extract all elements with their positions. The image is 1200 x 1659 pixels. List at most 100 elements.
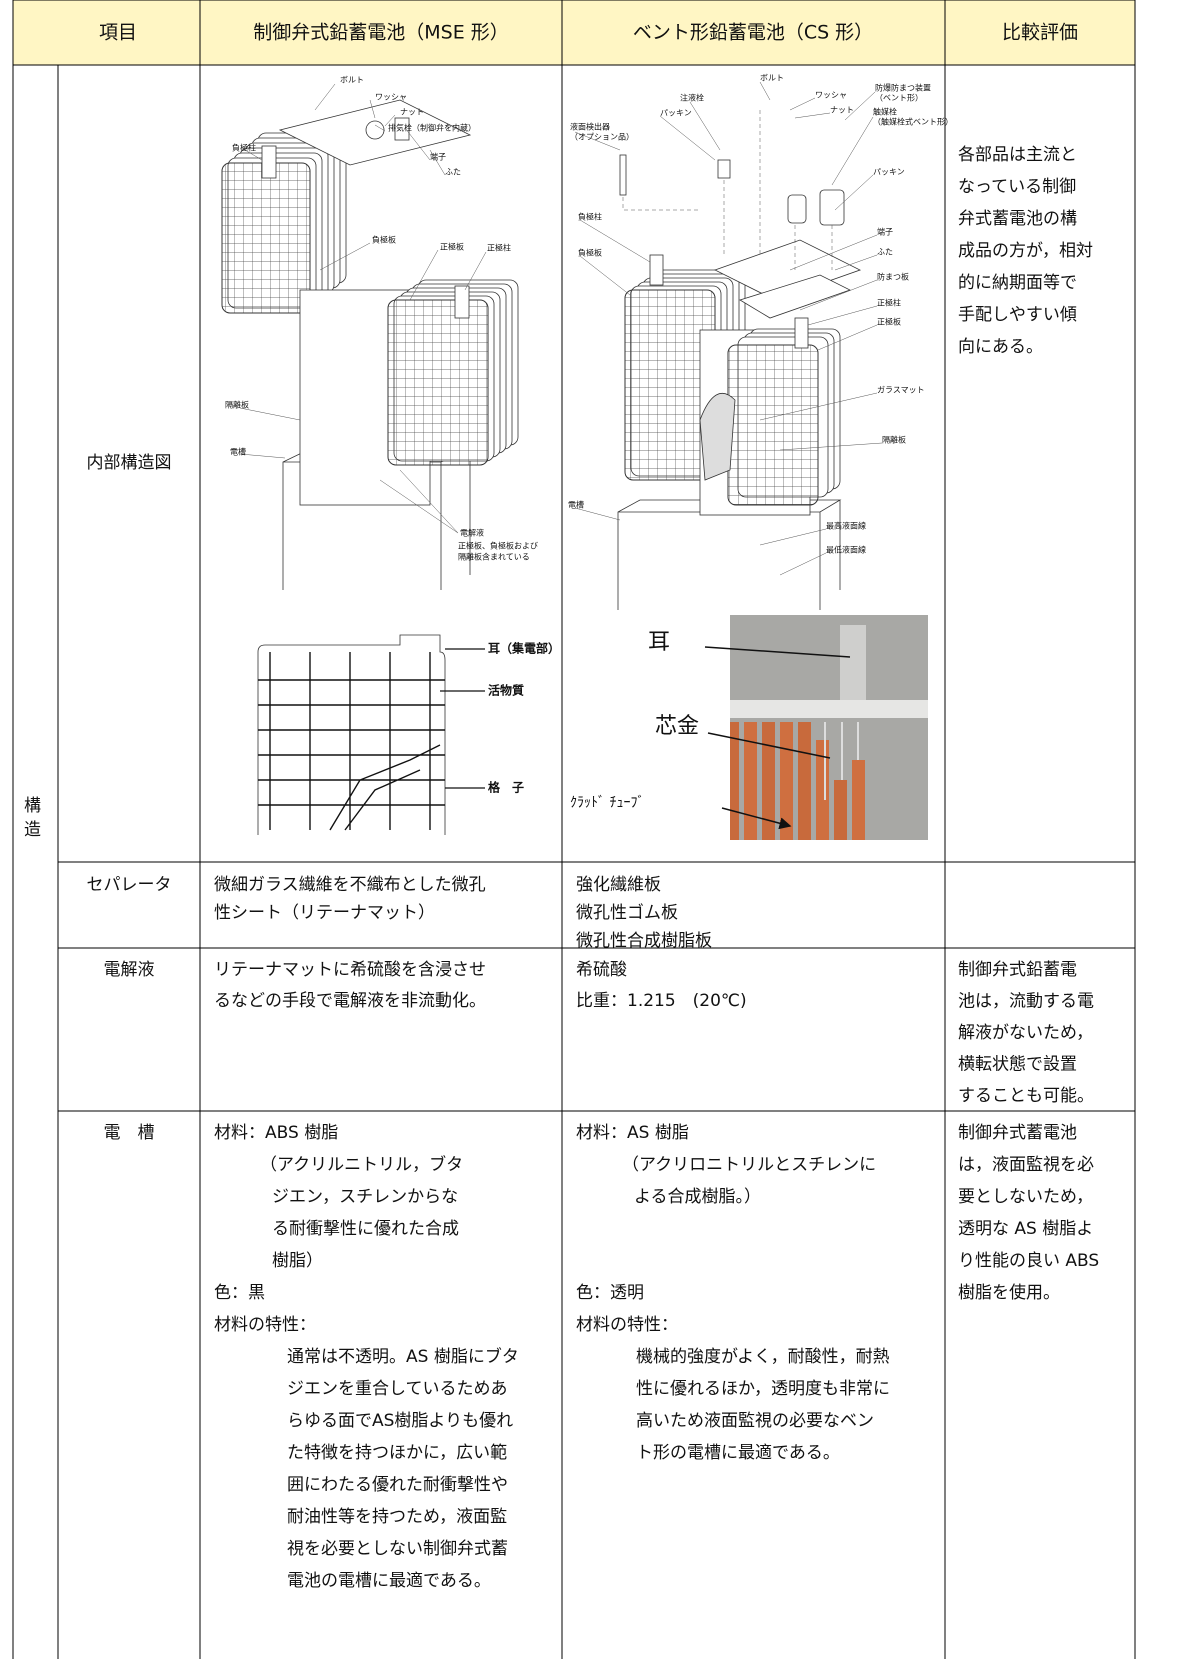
diagram-label: 隔離板	[225, 400, 249, 410]
header-mse: 制御弁式鉛蓄電池（MSE 形）	[253, 22, 509, 44]
photo-label: 芯金	[655, 714, 699, 739]
diagram-label: ボルト	[760, 74, 784, 83]
cell-text: リテーナマットに希硫酸を含浸させ	[214, 960, 486, 980]
header-evaluation: 比較評価	[1002, 22, 1078, 44]
evaluation-text: 的に納期面等で	[958, 273, 1077, 293]
cell-text: 機械的強度がよく，耐酸性，耐熱	[636, 1347, 890, 1367]
cell-text: 性シート（リテーナマット）	[214, 903, 435, 923]
cs-diagram	[574, 81, 883, 610]
cell-text: る耐衝撃性に優れた合成	[272, 1219, 459, 1239]
diagram-label: 負極板	[578, 248, 602, 258]
cell-text: た特徴を持つほかに，広い範	[287, 1443, 507, 1463]
evaluation-text: は，液面監視を必	[958, 1155, 1094, 1175]
cell-text: よる合成樹脂。）	[634, 1187, 761, 1207]
cell-text: 材料：ABS 樹脂	[214, 1123, 338, 1143]
diagram-label: 排気栓（制御弁を内蔵）	[388, 123, 476, 133]
cell-text: ジエン，スチレンからな	[272, 1187, 458, 1207]
cell-text: るなどの手段で電解液を非流動化。	[214, 991, 486, 1011]
cell-text: （アクリルニトリル，ブタ	[260, 1154, 463, 1175]
cell-text: 通常は不透明。AS 樹脂にブタ	[287, 1346, 519, 1367]
photo-label: ｸﾗｯﾄﾞ ﾁｭｰﾌﾞ	[570, 795, 644, 811]
diagram-label: （触媒栓式ベント形）	[873, 117, 953, 127]
header-item: 項目	[99, 22, 137, 44]
evaluation-text: り性能の良い ABS	[958, 1251, 1099, 1271]
diagram-label: 端子	[877, 227, 893, 237]
diagram-label: ワッシャ	[375, 93, 407, 102]
diagram-label: ガラスマット	[877, 385, 925, 395]
cell-text: 比重：1.215 (20℃)	[576, 991, 747, 1011]
evaluation-text: 向にある。	[958, 337, 1043, 357]
diagram-label: 耳（集電部）	[488, 641, 560, 656]
diagram-label: ワッシャ	[815, 91, 847, 100]
cell-text: らゆる面でAS樹脂よりも優れ	[287, 1411, 513, 1431]
cell-text: 耐油性等を持つため，液面監	[287, 1507, 507, 1527]
diagram-label: ふた	[445, 168, 461, 177]
item-label: 電 槽	[104, 1123, 155, 1143]
item-label: セパレータ	[87, 875, 172, 895]
diagram-label: パッキン	[660, 109, 692, 118]
diagram-label: 負極柱	[232, 143, 256, 153]
cell-text: 微孔性ゴム板	[576, 902, 678, 923]
evaluation-text: 手配しやすい傾	[958, 305, 1077, 325]
grid-diagram	[257, 634, 485, 835]
cell-text: 電池の電槽に最適である。	[287, 1571, 491, 1591]
diagram-label: 電槽	[230, 447, 246, 457]
tube-photo	[704, 615, 928, 840]
diagram-label: 正極柱	[487, 243, 511, 253]
diagram-label: 隔離板含まれている	[458, 552, 530, 562]
cell-text: 色：黒	[214, 1283, 265, 1303]
diagram-label: 防まつ板	[877, 272, 909, 282]
diagram-label: 最低液面線	[826, 545, 866, 555]
diagram-label: ナット	[400, 108, 424, 117]
cell-text: 微細ガラス繊維を不織布とした微孔	[214, 875, 486, 895]
diagram-label: 防爆防まつ装置	[875, 83, 931, 93]
diagram-label: 触媒栓	[873, 107, 897, 117]
cell-text: 材料：AS 樹脂	[576, 1123, 689, 1143]
diagram-label: 隔離板	[882, 435, 906, 445]
item-label: 内部構造図	[87, 453, 172, 473]
evaluation-text: することも可能。	[958, 1086, 1094, 1106]
diagram-label: 活物質	[488, 683, 524, 698]
section-label: 造	[24, 820, 41, 840]
diagram-label: ふた	[877, 248, 893, 257]
evaluation-text: 解液がないため，	[958, 1023, 1093, 1043]
diagram-label: 負極柱	[578, 212, 602, 222]
cell-text: 強化繊維板	[576, 875, 661, 895]
evaluation-text: 制御弁式蓄電池	[958, 1123, 1077, 1143]
diagram-label: 注液栓	[680, 93, 704, 103]
cell-text: 微孔性合成樹脂板	[576, 931, 712, 951]
evaluation-text: なっている制御	[958, 177, 1076, 197]
diagram-label: 格 子	[488, 780, 524, 795]
evaluation-text: 横転状態で設置	[958, 1055, 1077, 1075]
cell-text: 樹脂）	[272, 1251, 323, 1271]
diagram-label: 電解液	[460, 528, 484, 538]
diagram-label: 正極板	[877, 317, 901, 327]
section-label: 構	[24, 796, 41, 816]
cell-text: ト形の電槽に最適である。	[636, 1443, 840, 1463]
evaluation-text: 成品の方が，相対	[958, 241, 1093, 261]
header-cs: ベント形鉛蓄電池（CS 形）	[633, 22, 873, 44]
evaluation-text: 弁式蓄電池の構	[958, 209, 1077, 229]
cell-text: 視を必要としない制御弁式蓄	[287, 1539, 508, 1559]
cell-text: 材料の特性：	[576, 1315, 678, 1335]
diagram-label: 正極板、負極板および	[458, 541, 538, 551]
cell-text: 色：透明	[576, 1283, 644, 1303]
evaluation-text: 制御弁式鉛蓄電	[958, 960, 1077, 980]
diagram-label: ボルト	[340, 76, 364, 85]
evaluation-text: 池は，流動する電	[958, 992, 1094, 1012]
diagram-label: 端子	[430, 152, 446, 162]
diagram-label: （オプション品）	[570, 133, 634, 142]
cell-text: （アクリロニトリルとスチレンに	[622, 1155, 876, 1175]
photo-label: 耳	[648, 630, 670, 655]
cell-text: 希硫酸	[576, 960, 627, 980]
cell-text: 材料の特性：	[214, 1315, 316, 1335]
evaluation-text: 各部品は主流と	[958, 145, 1077, 165]
table-borders	[12, 0, 1136, 1659]
header-background	[13, 0, 1135, 65]
cell-text: ジエンを重合しているためあ	[287, 1379, 508, 1399]
cell-text: 高いため液面監視の必要なベン	[636, 1411, 874, 1431]
evaluation-text: 樹脂を使用。	[958, 1282, 1060, 1303]
evaluation-text: 透明な AS 樹脂よ	[958, 1219, 1093, 1239]
